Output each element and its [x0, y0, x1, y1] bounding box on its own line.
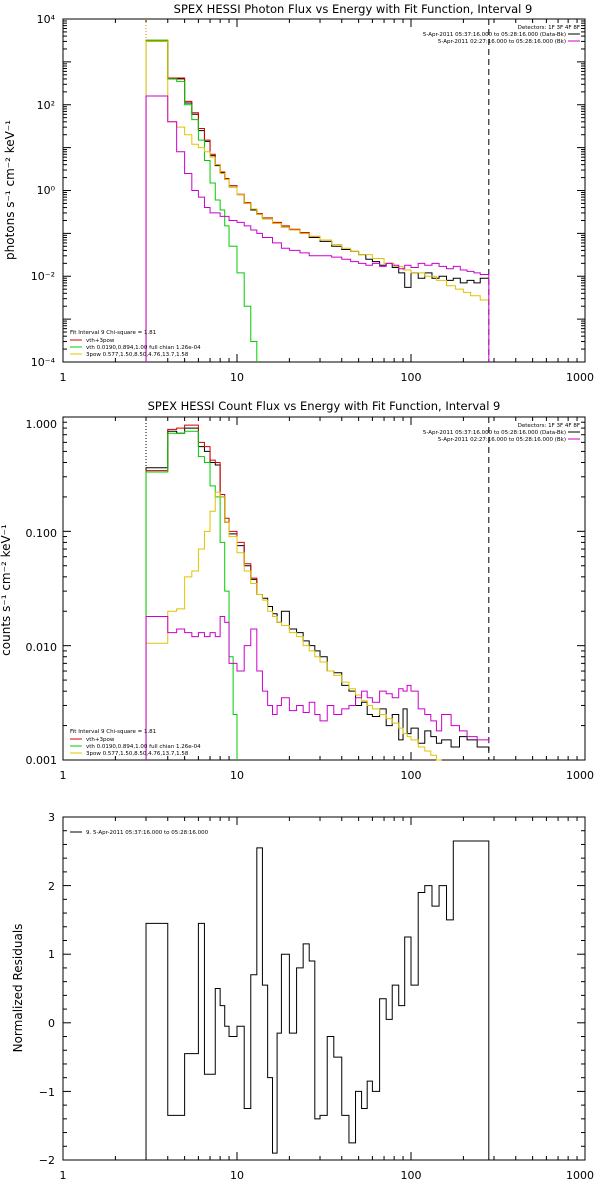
count-detectors-label: Detectors: 1F 3F 4F 8F — [518, 423, 580, 429]
photon-legend-total-label: vth+3pow — [86, 338, 115, 344]
residuals-xtick-10: 10 — [230, 1169, 244, 1182]
count-legend-vth-label: vth 0.0190,0.894,1.00 full chian 1.26e-0… — [86, 744, 201, 750]
series-total-line — [145, 424, 258, 760]
photon-y-axis-label: photons s⁻¹ cm⁻² keV⁻¹ — [3, 120, 17, 260]
photon-legend-3pow-label: 3pow 0.577,1.50,8.50,4.76,13.7,1.58 — [86, 352, 189, 358]
residuals-plot-frame — [62, 816, 586, 1161]
residuals-y-axis-label: Normalized Residuals — [11, 924, 25, 1053]
count-ytick-0.1: 0.100 — [26, 527, 58, 540]
residuals-ytick-m2: −2 — [39, 1154, 55, 1167]
photon-chart-title: SPEX HESSI Photon Flux vs Energy with Fi… — [174, 2, 533, 16]
photon-ytick-1e4: 10⁴ — [37, 13, 56, 26]
count-interval-bk-label: 5-Apr-2011 02:27:16.000 to 05:28:16.000 … — [438, 437, 566, 443]
residuals-xtick-100: 100 — [401, 1169, 422, 1182]
photon-flux-panel: SPEX HESSI Photon Flux vs Energy with Fi… — [3, 2, 594, 384]
count-plot-frame — [62, 416, 586, 761]
residuals-panel: Normalized Residuals 3 2 1 0 −1 −2 1 10 … — [11, 811, 594, 1182]
residuals-ytick-m1: −1 — [39, 1086, 55, 1099]
count-y-axis-label: counts s⁻¹ cm⁻² keV⁻¹ — [0, 524, 13, 656]
count-interval-data-label: 5-Apr-2011 05:37:16.000 to 05:28:16.000 … — [423, 430, 566, 436]
residuals-ytick-3: 3 — [48, 811, 55, 824]
series-data-line — [145, 40, 489, 362]
photon-ytick-1e-2: 10⁻² — [31, 270, 55, 283]
residuals-xtick-1000: 1000 — [566, 1169, 594, 1182]
series-3pow-line — [145, 491, 442, 761]
photon-ytick-1e2: 10² — [37, 99, 55, 112]
residuals-ytick-1: 1 — [48, 948, 55, 961]
photon-detectors-label: Detectors: 1F 3F 4F 8F — [518, 25, 580, 31]
series-data-line — [145, 427, 490, 760]
series-total-line — [145, 39, 321, 362]
count-fit-header: Fit Interval 9 Chi-square = 1.81 — [70, 729, 156, 735]
count-ytick-0.01: 0.010 — [26, 641, 58, 654]
residuals-ytick-0: 0 — [48, 1017, 55, 1030]
photon-xtick-100: 100 — [401, 371, 422, 384]
photon-ytick-1e-4: 10⁻⁴ — [31, 356, 56, 369]
photon-plot-frame — [62, 18, 586, 363]
photon-ytick-1e0: 10⁰ — [37, 184, 56, 197]
residuals-histogram-line — [145, 840, 490, 1160]
series-vth-line — [145, 39, 258, 362]
series-3pow-line — [145, 40, 490, 362]
residuals-ytick-2: 2 — [48, 880, 55, 893]
residuals-xtick-1: 1 — [60, 1169, 67, 1182]
series-vth-line — [145, 430, 238, 760]
count-xtick-1000: 1000 — [566, 769, 594, 782]
photon-interval-bk-label: 5-Apr-2011 02:27:16.000 to 05:28:16.000 … — [438, 39, 566, 45]
count-flux-panel: SPEX HESSI Count Flux vs Energy with Fit… — [0, 399, 594, 782]
photon-xtick-1000: 1000 — [566, 371, 594, 384]
count-chart-title: SPEX HESSI Count Flux vs Energy with Fit… — [148, 399, 501, 413]
series-bk-line — [145, 615, 490, 760]
count-legend-3pow-label: 3pow 0.577,1.50,8.50,4.76,13.7,1.58 — [86, 751, 189, 757]
residuals-legend-label: 9. 5-Apr-2011 05:37:16.000 to 05:28:16.0… — [86, 830, 209, 836]
photon-interval-data-label: 5-Apr-2011 05:37:16.000 to 05:28:16.000 … — [423, 32, 566, 38]
photon-xtick-10: 10 — [230, 371, 244, 384]
count-xtick-1: 1 — [60, 769, 67, 782]
photon-xtick-1: 1 — [60, 371, 67, 384]
photon-legend-vth-label: vth 0.0190,0.894,1.00 full chian 1.26e-0… — [86, 345, 201, 351]
count-legend-total-label: vth+3pow — [86, 737, 115, 743]
count-xtick-100: 100 — [401, 769, 422, 782]
count-xtick-10: 10 — [230, 769, 244, 782]
count-ytick-1: 1.000 — [26, 418, 58, 431]
series-bk-line — [145, 95, 490, 362]
count-ytick-0.001: 0.001 — [26, 754, 58, 767]
photon-fit-header: Fit Interval 9 Chi-square = 1.81 — [70, 330, 156, 336]
